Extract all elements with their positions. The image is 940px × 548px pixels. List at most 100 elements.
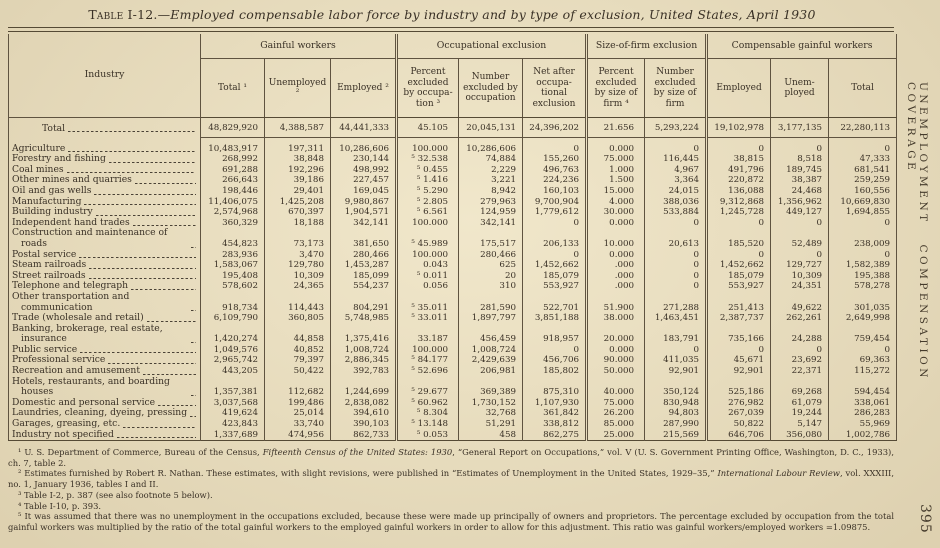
footnote: ³ Table I-2, p. 387 (see also footnote 5…: [18, 489, 213, 500]
cell: 646,706: [705, 429, 771, 441]
table-body: Total 48,829,920 4,388,587 44,441,333 45.105…: [9, 117, 897, 441]
cell: 50.000: [585, 366, 645, 377]
dash-leader: [191, 310, 196, 312]
cell: 522,701: [522, 291, 587, 314]
cell: 338,061: [828, 397, 897, 409]
table-row: Domestic and personal service 3,037,568 19…: [9, 397, 897, 409]
cell: 100.000: [395, 217, 459, 229]
cell: 1,245,728: [705, 207, 771, 218]
table-row: Forestry and fishing 268,992 38,848 230,144…: [9, 154, 897, 165]
cell: 411,035: [644, 355, 707, 367]
cell: 350,124: [644, 376, 707, 398]
cell: ⁵ 13.148: [395, 419, 459, 430]
labor-table: Industry Gainful workers Occupational excl…: [8, 34, 898, 442]
cell: 4,388,587: [264, 117, 331, 138]
cell: 0: [644, 281, 707, 292]
cell: 525,186: [705, 376, 771, 398]
cell: 338,812: [522, 419, 587, 430]
cell: 45.105: [395, 117, 459, 138]
column-header: Total: [828, 58, 897, 118]
cell: 918,734: [200, 291, 265, 314]
cell: 2,574,968: [200, 207, 265, 218]
industry-label: Street railroads: [9, 270, 201, 282]
column-header: Number excluded by size of firm: [644, 58, 707, 118]
cell: 227,457: [329, 175, 397, 186]
column-group-header: Gainful workers: [199, 34, 397, 59]
dash-leader: [95, 214, 196, 216]
table-row: Independent hand trades 360,329 18,188 342,…: [9, 217, 897, 229]
table-row: Laundries, cleaning, dyeing, pressing 419…: [9, 408, 897, 420]
dash-leader: [134, 182, 196, 184]
cell: 19,102,978: [705, 117, 771, 138]
cell: 10,286,606: [329, 137, 397, 155]
cell: 759,454: [828, 323, 897, 345]
cell: 1,049,576: [200, 344, 265, 356]
column-header: Number excluded by occu­pation: [458, 58, 523, 118]
footnotes: ¹ U. S. Department of Commerce, Bureau o…: [8, 447, 894, 533]
table-row: Industry not specified 1,337,689 474,956 86…: [9, 429, 897, 441]
cell: 356,080: [770, 429, 829, 441]
dash-leader: [191, 394, 196, 396]
cell: 26.200: [585, 408, 645, 420]
cell: 9,312,868: [705, 196, 771, 208]
cell: 3,221: [458, 175, 523, 186]
cell: 45,671: [705, 355, 771, 367]
cell: 394,610: [329, 408, 397, 420]
cell: 280,466: [458, 249, 523, 261]
cell: ⁵ 0.053: [395, 429, 459, 441]
dash-leader: [116, 437, 196, 439]
cell: 0: [828, 344, 897, 356]
table-row: Garages, greasing, etc. 423,843 33,740 390,…: [9, 418, 897, 430]
cell: 1,904,571: [329, 207, 397, 218]
dash-leader: [131, 288, 196, 290]
cell: 0: [522, 249, 587, 261]
cell: 20: [458, 270, 523, 282]
cell: 100.000: [395, 137, 459, 155]
column-header: Net after occupa­tional exclusion: [522, 58, 587, 118]
cell: 55,969: [828, 419, 897, 430]
cell: 0: [705, 217, 771, 229]
cell: 283,936: [200, 249, 265, 261]
cell: 1,002,786: [828, 429, 897, 441]
cell: 5,147: [770, 419, 829, 430]
cell: 160,103: [522, 185, 587, 197]
industry-label: Forestry and fishing: [9, 154, 201, 165]
cell: 21.656: [585, 117, 645, 138]
dash-leader: [88, 278, 196, 280]
industry-label: Garages, greasing, etc.: [9, 418, 201, 430]
cell: 578,278: [828, 281, 897, 292]
industry-label: Other mines and quarries: [9, 175, 201, 186]
cell: 38,848: [264, 154, 331, 165]
cell: 238,009: [828, 228, 897, 250]
industry-label: Domestic and personal service: [9, 397, 201, 409]
cell: ⁵ 2.805: [395, 196, 459, 208]
cell: ⁵ 35.011: [395, 291, 459, 314]
cell: 51,291: [458, 419, 523, 430]
cell: 1,008,724: [329, 344, 397, 356]
cell: ⁵ 52.696: [395, 366, 459, 377]
table-row: Steam railroads 1,583,067 129,780 1,453,287…: [9, 260, 897, 271]
cell: 24,468: [770, 185, 829, 197]
cell: 392,783: [329, 366, 397, 377]
table-row: Oil and gas wells 198,446 29,401 169,045 ⁵ 5…: [9, 185, 897, 197]
cell: 10,309: [264, 270, 331, 282]
dash-leader: [94, 193, 196, 195]
cell: 2,229: [458, 164, 523, 176]
cell: ⁵ 84.177: [395, 355, 459, 367]
cell: 0: [770, 344, 829, 356]
cell: 18,188: [264, 217, 331, 229]
dash-leader: [123, 426, 196, 428]
cell: 360,329: [200, 217, 265, 229]
cell: 40,852: [264, 344, 331, 356]
cell: 2,429,639: [458, 355, 523, 367]
cell: 206,133: [522, 228, 587, 250]
cell: 185,079: [522, 270, 587, 282]
cell: ⁵ 0.011: [395, 270, 459, 282]
cell: 136,088: [705, 185, 771, 197]
cell: 553,927: [522, 281, 587, 292]
cell: 11,406,075: [200, 196, 265, 208]
cell: 175,517: [458, 228, 523, 250]
industry-label: Oil and gas wells: [9, 185, 201, 197]
cell: 15.000: [585, 185, 645, 197]
cell: 1,244,699: [329, 376, 397, 398]
